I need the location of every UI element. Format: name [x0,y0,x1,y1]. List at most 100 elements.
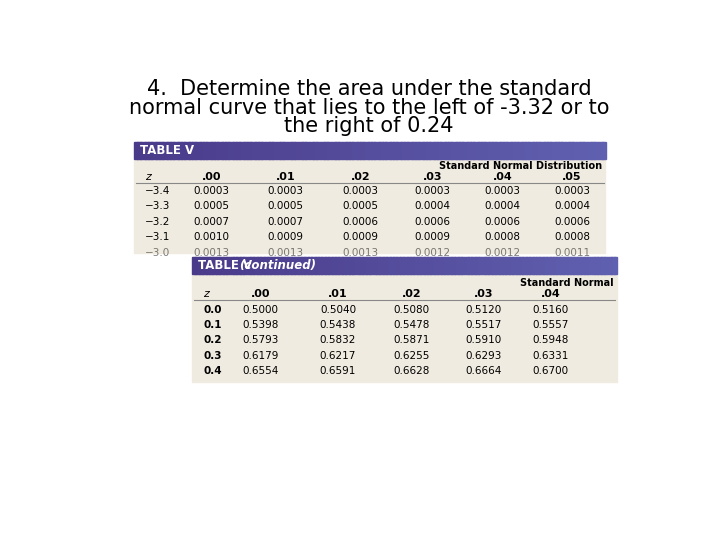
Bar [283,257,284,274]
Bar [602,142,604,159]
Bar [156,142,158,159]
Bar [516,257,518,274]
Bar [353,142,354,159]
Bar [289,142,292,159]
Bar [244,142,246,159]
Text: −3.1: −3.1 [145,232,171,242]
Bar [310,142,312,159]
Bar [324,257,325,274]
Bar [594,257,596,274]
Bar [166,142,168,159]
Bar [318,142,320,159]
Bar [387,142,389,159]
Text: 0.6179: 0.6179 [243,351,279,361]
Bar [327,257,328,274]
Bar [316,142,318,159]
Bar [194,257,196,274]
Bar [574,142,576,159]
Bar [438,257,441,274]
Bar [390,257,392,274]
Bar [377,257,378,274]
Bar [349,142,351,159]
Bar [269,142,271,159]
Bar [365,142,367,159]
Bar [356,257,359,274]
Bar [401,142,403,159]
Bar [529,257,531,274]
Bar [307,257,309,274]
Bar [217,142,220,159]
Bar [567,142,570,159]
Bar [252,257,253,274]
Bar [417,142,419,159]
Bar [459,142,462,159]
Bar [548,257,549,274]
Bar [248,257,249,274]
Bar [579,257,580,274]
Bar [526,257,528,274]
Bar [346,142,348,159]
Bar [405,257,407,274]
Text: 0.0006: 0.0006 [415,217,451,227]
Bar [579,142,580,159]
Text: 0.1: 0.1 [203,320,222,330]
Bar [379,257,381,274]
Bar [299,142,301,159]
Text: 0.5871: 0.5871 [393,335,430,346]
Bar [436,142,438,159]
Bar [211,257,212,274]
Bar [426,142,428,159]
Bar [372,142,373,159]
Bar [551,257,552,274]
Text: 0.0009: 0.0009 [343,232,379,242]
Bar [249,142,251,159]
Bar [377,142,379,159]
Bar [445,142,447,159]
Bar [288,142,290,159]
Bar [191,142,193,159]
Bar [338,257,340,274]
Bar [557,257,559,274]
Bar [552,257,554,274]
Bar [321,142,323,159]
Bar [227,142,229,159]
Bar [570,142,571,159]
Bar [439,142,441,159]
Bar [595,142,596,159]
Text: 0.5478: 0.5478 [393,320,430,330]
Bar [513,257,516,274]
Bar [340,257,341,274]
Bar [261,142,264,159]
Bar [466,257,467,274]
Bar [564,142,567,159]
Bar [402,142,405,159]
Text: 0.5910: 0.5910 [466,335,502,346]
Bar [134,142,136,159]
Text: 0.5793: 0.5793 [243,335,279,346]
Text: 0.2: 0.2 [203,335,222,346]
Text: 0.0005: 0.0005 [267,201,303,212]
Bar [249,257,251,274]
Bar [366,257,368,274]
Bar [530,142,532,159]
Bar [208,257,210,274]
Bar [229,257,231,274]
Bar [566,257,568,274]
Bar [440,257,442,274]
Bar [415,257,416,274]
Bar [600,257,602,274]
Bar [614,257,616,274]
Bar [333,142,336,159]
Bar [294,257,296,274]
Bar [279,257,281,274]
Bar [423,142,425,159]
Bar [189,142,191,159]
Text: Standard Normal Distribution: Standard Normal Distribution [439,161,602,171]
Bar [557,142,559,159]
Bar [500,142,502,159]
Bar [572,257,574,274]
Bar [595,257,598,274]
Bar [462,142,464,159]
Bar [434,257,436,274]
Bar [372,257,374,274]
